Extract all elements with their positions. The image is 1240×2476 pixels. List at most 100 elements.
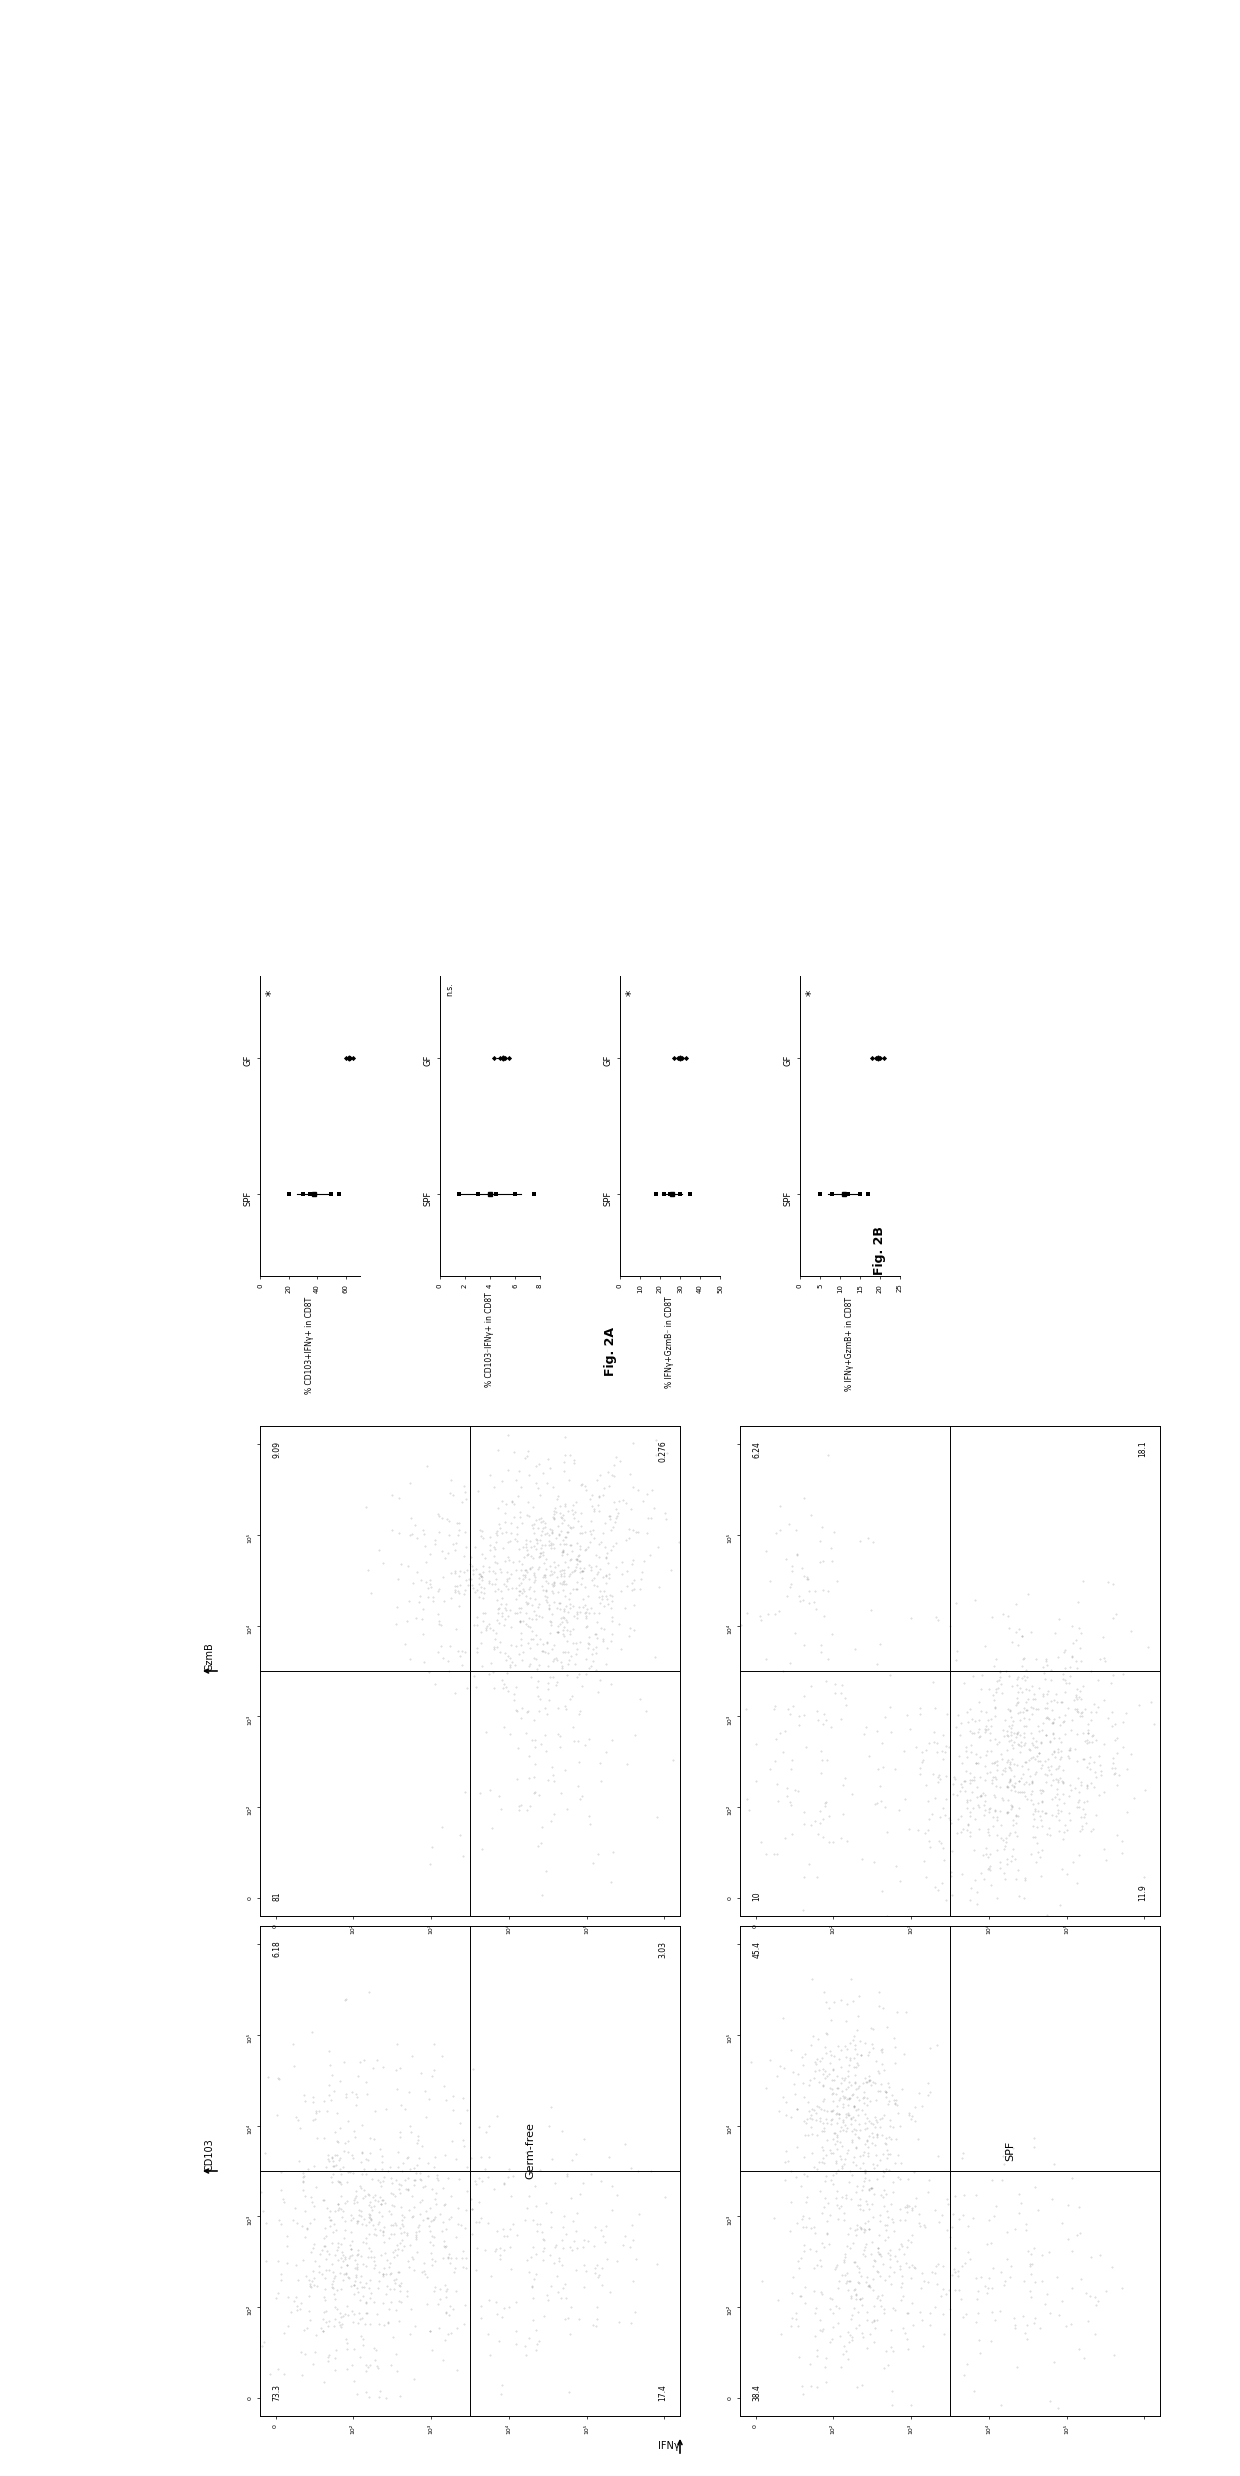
Point [877,2124,897,2164]
Point [880,2231,900,2270]
Point [942,2194,962,2233]
Point [906,2179,926,2218]
Point [1105,2335,1125,2374]
Point [405,2305,425,2345]
Point [1060,1800,1080,1840]
Point [552,1602,572,1642]
Point [496,1560,516,1599]
Point [952,1743,972,1783]
Point [517,1582,537,1622]
Point [527,2211,547,2251]
Point [813,1817,833,1857]
Point [1007,1798,1027,1837]
Point [1090,2236,1110,2275]
Point [866,2097,885,2137]
Point [825,1674,844,1713]
Point [268,2273,288,2313]
Point [319,2236,339,2275]
Point [817,1741,837,1780]
Point [502,1481,522,1520]
Point [324,2204,343,2243]
Point [420,1845,440,1884]
Point [553,1565,573,1604]
Point [278,2305,298,2345]
Point [846,1629,866,1669]
Point [990,1656,1009,1696]
Point [533,2218,553,2258]
Point [898,2226,918,2266]
Point [536,1570,556,1609]
Point [1004,1768,1024,1807]
Point [945,2253,965,2293]
Point [588,1461,608,1500]
Point [336,2253,356,2293]
Point [913,1743,932,1783]
Point [768,2055,787,2095]
Point [574,2268,594,2308]
Point [624,1570,644,1609]
Point [1039,1751,1059,1790]
Point [949,2256,968,2295]
Point [570,1540,590,1580]
Point [818,1572,838,1612]
Point [339,2238,358,2278]
Point [580,2154,600,2194]
Point [324,2147,343,2186]
Point [952,1768,972,1807]
Point [391,2377,410,2417]
Point [1028,1783,1048,1822]
Point [986,2186,1006,2226]
Point [531,1498,551,1538]
Point [1042,1746,1061,1785]
Point [1022,2253,1042,2293]
Point [941,1852,961,1892]
Point [870,2070,890,2110]
Point [967,1872,987,1911]
Point [327,2270,347,2310]
Point [448,1565,467,1604]
Point [1027,1753,1047,1793]
Point [356,2345,376,2384]
Point [298,2209,317,2248]
Point [1007,1803,1027,1842]
Point [1071,2258,1091,2298]
Point [899,2092,919,2132]
Point [820,2194,839,2233]
Point [879,2082,899,2122]
Point [367,2293,387,2332]
Point [812,1543,832,1582]
Point [841,2228,861,2268]
Text: CD103: CD103 [205,2139,215,2171]
Point [479,2204,498,2243]
Point [348,2231,368,2270]
Point [397,2275,417,2315]
Point [1042,1733,1061,1773]
Point [577,1597,596,1637]
Point [1112,2268,1132,2308]
Point [510,1451,529,1491]
Point [960,1798,980,1837]
Point [361,1575,381,1614]
Point [472,1535,492,1575]
Point [861,1590,880,1629]
Point [604,1832,624,1872]
Point [875,2206,895,2246]
Point [325,2337,345,2377]
Point [775,2142,795,2181]
Point [404,2166,424,2206]
Point [572,1466,591,1505]
Point [869,1973,889,2013]
Point [838,1174,858,1213]
Point [563,1609,583,1649]
Point [616,1483,636,1523]
Point [513,1602,533,1642]
Point [479,1654,498,1694]
Point [1085,1721,1105,1760]
Point [549,2241,569,2280]
Point [998,1780,1018,1820]
Point [880,1689,900,1728]
Point [448,2308,467,2347]
Point [919,1723,939,1763]
Point [445,1530,465,1570]
Point [831,1817,851,1857]
